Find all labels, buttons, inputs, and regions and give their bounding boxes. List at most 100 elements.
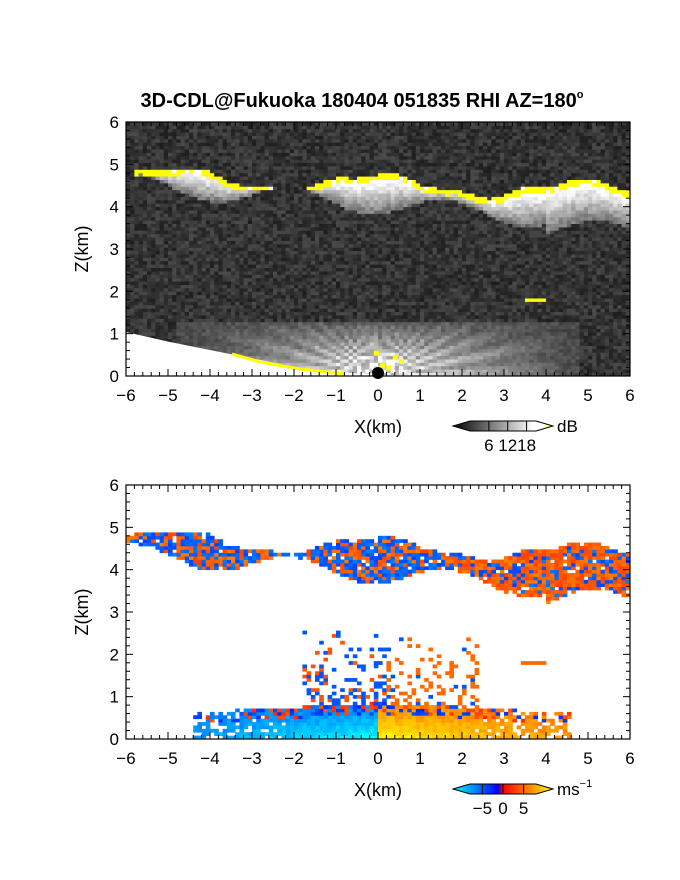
backscatter-cell [210, 223, 215, 228]
backscatter-cell [247, 162, 253, 167]
backscatter-cell [382, 237, 387, 241]
backscatter-cell [348, 122, 354, 126]
backscatter-cell [197, 169, 202, 174]
backscatter-cell [176, 304, 181, 309]
backscatter-cell [189, 260, 194, 265]
backscatter-cell [344, 243, 349, 248]
backscatter-cell [277, 189, 282, 194]
backscatter-cell [243, 284, 249, 289]
backscatter-cell [369, 142, 375, 147]
backscatter-cell [130, 196, 135, 201]
backscatter-cell [197, 321, 202, 326]
backscatter-cell [222, 267, 228, 272]
backscatter-cell [159, 152, 165, 157]
backscatter-cell [331, 162, 337, 167]
backscatter-cell [159, 193, 165, 197]
backscatter-cell [365, 365, 370, 370]
backscatter-cell [222, 247, 228, 252]
backscatter-cell [298, 294, 303, 299]
backscatter-cell [222, 128, 228, 133]
backscatter-cell [323, 237, 328, 241]
backscatter-cell [348, 345, 354, 350]
backscatter-cell [138, 193, 144, 197]
backscatter-cell [390, 128, 396, 133]
backscatter-cell [180, 189, 186, 194]
backscatter-cell [277, 152, 282, 157]
backscatter-cell [306, 149, 312, 153]
backscatter-cell [151, 186, 156, 191]
backscatter-cell [214, 301, 219, 306]
backscatter-cell [252, 149, 257, 153]
backscatter-cell [247, 321, 253, 326]
backscatter-cell [159, 169, 165, 174]
backscatter-cell [378, 220, 383, 224]
backscatter-cell [184, 294, 190, 299]
backscatter-cell [180, 315, 186, 319]
backscatter-cell [357, 274, 362, 279]
backscatter-cell [268, 132, 274, 136]
backscatter-cell [277, 264, 282, 269]
backscatter-cell [365, 267, 370, 272]
backscatter-cell [390, 359, 396, 363]
backscatter-cell [201, 342, 207, 346]
backscatter-cell [201, 328, 207, 333]
backscatter-cell [155, 271, 160, 275]
backscatter-cell [197, 142, 202, 147]
backscatter-cell [264, 298, 270, 302]
backscatter-cell [155, 169, 160, 174]
backscatter-cell [155, 247, 160, 252]
backscatter-cell [340, 365, 345, 370]
backscatter-cell [306, 135, 312, 140]
backscatter-cell [264, 145, 270, 150]
backscatter-cell [323, 152, 328, 157]
backscatter-cell [205, 315, 211, 319]
backscatter-cell [302, 315, 307, 319]
backscatter-cell [361, 359, 366, 363]
backscatter-cell [289, 223, 295, 228]
backscatter-cell [365, 362, 370, 367]
backscatter-cell [134, 199, 139, 204]
backscatter-cell [315, 135, 320, 140]
backscatter-cell [163, 260, 169, 265]
backscatter-cell [348, 186, 354, 191]
backscatter-cell [319, 176, 324, 180]
backscatter-cell [289, 247, 295, 252]
backscatter-cell [138, 172, 144, 177]
backscatter-cell [302, 216, 307, 221]
backscatter-cell [348, 189, 354, 194]
backscatter-cell [331, 179, 337, 184]
backscatter-cell [197, 226, 202, 231]
backscatter-cell [306, 362, 312, 367]
backscatter-cell [285, 162, 291, 167]
backscatter-cell [142, 311, 148, 316]
backscatter-cell [352, 287, 358, 292]
backscatter-cell [357, 233, 362, 238]
backscatter-cell [214, 260, 219, 265]
backscatter-cell [327, 226, 333, 231]
backscatter-cell [289, 308, 295, 313]
backscatter-cell [180, 132, 186, 136]
backscatter-cell [172, 315, 177, 319]
backscatter-cell [348, 210, 354, 214]
backscatter-cell [210, 206, 215, 211]
backscatter-cell [277, 345, 282, 350]
backscatter-cell [247, 216, 253, 221]
backscatter-cell [373, 318, 379, 323]
backscatter-cell [357, 321, 362, 326]
backscatter-cell [155, 264, 160, 269]
backscatter-cell [306, 348, 312, 353]
backscatter-cell [298, 308, 303, 313]
backscatter-cell [205, 122, 211, 126]
backscatter-cell [285, 179, 291, 184]
backscatter-cell [348, 355, 354, 360]
backscatter-cell [201, 138, 207, 143]
backscatter-cell [214, 331, 219, 336]
backscatter-cell [138, 176, 144, 180]
backscatter-cell [218, 284, 223, 289]
backscatter-cell [394, 210, 400, 214]
backscatter-cell [168, 142, 173, 147]
backscatter-cell [184, 155, 190, 160]
backscatter-cell [218, 125, 223, 130]
backscatter-cell [184, 271, 190, 275]
backscatter-cell [130, 189, 135, 194]
